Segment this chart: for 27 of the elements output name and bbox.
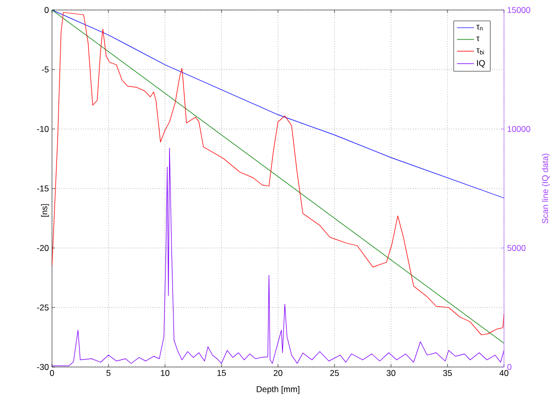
x-axis-title: Depth [mm] <box>256 386 300 394</box>
legend-label: τ$_{bi}$ <box>476 48 484 54</box>
x-tick-label: 0 <box>50 370 54 376</box>
x-tick-label: 35 <box>443 370 452 376</box>
legend-label: IQ <box>477 60 485 68</box>
y2-tick-label: 10000 <box>508 126 530 132</box>
y-tick-label: -5 <box>42 66 49 72</box>
y-tick-label: -25 <box>37 304 49 310</box>
x-tick-label: 40 <box>499 370 508 376</box>
y-tick-label: -20 <box>37 245 49 251</box>
x-tick-label: 30 <box>386 370 396 376</box>
x-tick-label: 5 <box>106 370 111 376</box>
y2-tick-label: 0 <box>507 364 512 370</box>
y-tick-label: -10 <box>37 126 49 132</box>
x-tick-label: 25 <box>330 370 339 376</box>
y2-axis-title: Scan line (IQ data) <box>542 154 550 224</box>
y2-tick-label: 15000 <box>508 7 530 13</box>
legend-label: τ$_{n}$ <box>476 24 483 30</box>
y-tick-label: -30 <box>37 364 49 370</box>
y-axis-title: [ns] <box>41 204 49 217</box>
x-tick-label: 10 <box>160 370 170 376</box>
y-tick-label: -15 <box>37 186 49 192</box>
y2-tick-label: 5000 <box>507 245 526 251</box>
x-tick-label: 20 <box>274 370 282 376</box>
x-tick-label: 15 <box>217 370 226 376</box>
y-tick-label: 0 <box>44 7 49 13</box>
legend-label: τ <box>476 36 480 42</box>
